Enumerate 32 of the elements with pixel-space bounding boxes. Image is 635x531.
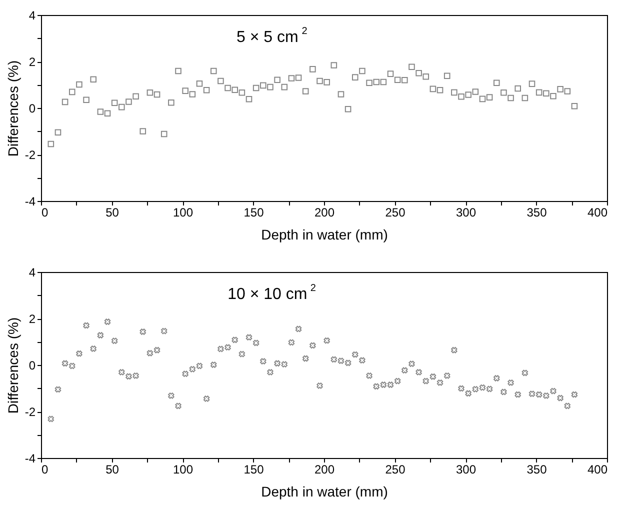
y-tick-label: 4 xyxy=(28,8,36,22)
x-axis-title: Depth in water (mm) xyxy=(261,226,388,242)
x-tick-label: 400 xyxy=(587,206,608,220)
x-tick-label: 300 xyxy=(456,462,476,476)
x-tick-label: 150 xyxy=(244,462,264,476)
x-tick-label: 350 xyxy=(526,462,548,476)
y-tick-label: 4 xyxy=(28,266,36,280)
y-axis-title: Differences (%) xyxy=(4,317,21,414)
x-tick-label: 100 xyxy=(172,206,194,220)
x-tick-label: 250 xyxy=(385,462,406,476)
y-axis-title: Differences (%) xyxy=(4,60,21,157)
x-tick-label: 200 xyxy=(314,462,335,476)
x-tick-label: 100 xyxy=(172,462,194,476)
x-tick-label: 150 xyxy=(244,206,264,220)
y-tick-label: -2 xyxy=(24,405,36,419)
x-tick-label: 400 xyxy=(587,462,608,476)
x-axis-title: Depth in water (mm) xyxy=(261,484,388,500)
x-tick-label: 350 xyxy=(526,206,548,220)
x-tick-label: 50 xyxy=(106,462,120,476)
y-tick-label: 0 xyxy=(28,358,36,372)
y-tick-label: -2 xyxy=(24,148,36,162)
x-tick-label: 0 xyxy=(42,462,48,476)
y-tick-label: -4 xyxy=(24,452,36,466)
y-tick-label: 0 xyxy=(28,102,36,116)
x-tick-label: 250 xyxy=(385,206,406,220)
y-tick-label: 2 xyxy=(28,55,36,69)
x-tick-label: 50 xyxy=(106,206,120,220)
y-tick-label: 2 xyxy=(28,312,36,326)
x-tick-label: 200 xyxy=(314,206,335,220)
x-tick-label: 0 xyxy=(42,206,48,220)
x-tick-label: 300 xyxy=(456,206,476,220)
y-tick-label: -4 xyxy=(24,194,36,208)
